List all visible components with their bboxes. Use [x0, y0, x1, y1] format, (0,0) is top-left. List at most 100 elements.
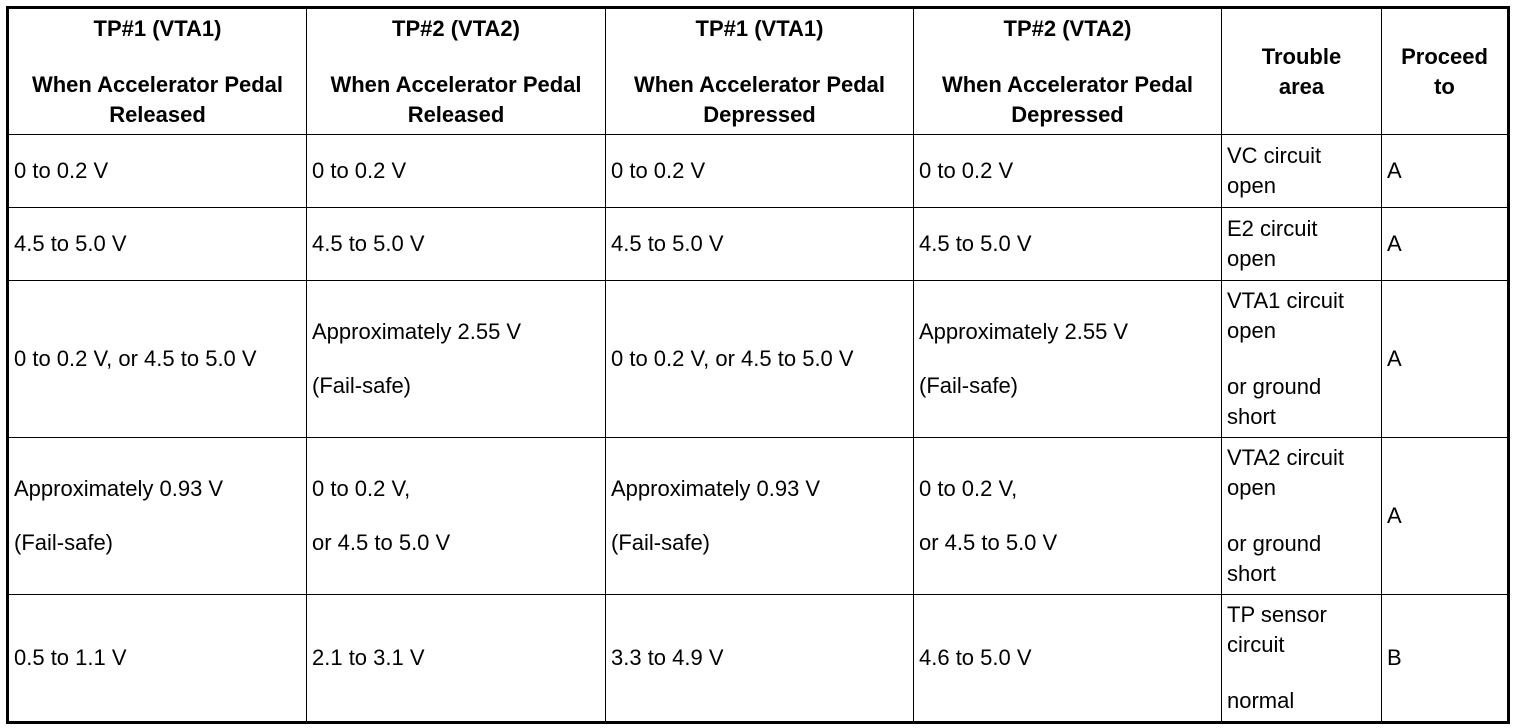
cell-tp2-released: Approximately 2.55 V (Fail-safe): [306, 280, 606, 438]
cell-trouble-area: VC circuit open: [1221, 134, 1382, 208]
cell-line: or 4.5 to 5.0 V: [312, 530, 451, 555]
header-line: Depressed: [1011, 101, 1124, 127]
cell-line: 4.5 to 5.0 V: [919, 231, 1032, 256]
header-line: TP#2 (VTA2): [392, 15, 520, 41]
cell-proceed-to: A: [1381, 280, 1509, 438]
header-line: area: [1278, 73, 1325, 99]
cell-line: VTA2 circuit: [1227, 445, 1344, 470]
cell-line: or ground: [1227, 531, 1322, 556]
cell-line: 2.1 to 3.1 V: [312, 645, 425, 670]
header-line: Proceed: [1401, 43, 1488, 69]
header-line: When Accelerator Pedal: [330, 71, 582, 97]
cell-tp2-depressed: 4.5 to 5.0 V: [913, 207, 1222, 281]
header-line: Trouble: [1261, 43, 1342, 69]
table-row: 0.5 to 1.1 V 2.1 to 3.1 V 3.3 to 4.9 V 4…: [7, 594, 1509, 723]
cell-line: open: [1227, 173, 1276, 198]
cell-line: 0 to 0.2 V,: [312, 476, 411, 501]
cell-tp1-released: Approximately 0.93 V (Fail-safe): [7, 437, 307, 595]
cell-line: (Fail-safe): [14, 530, 114, 555]
cell-line: circuit: [1227, 632, 1285, 657]
cell-line: E2 circuit: [1227, 216, 1318, 241]
cell-line: short: [1227, 561, 1276, 586]
line-gap: [12, 44, 303, 70]
line-gap: [14, 504, 300, 528]
cell-tp1-depressed: 0 to 0.2 V, or 4.5 to 5.0 V: [605, 280, 914, 438]
line-gap: [609, 44, 910, 70]
cell-tp2-depressed: 4.6 to 5.0 V: [913, 594, 1222, 723]
cell-tp2-depressed: 0 to 0.2 V: [913, 134, 1222, 208]
header-tp2-depressed: TP#2 (VTA2) When Accelerator Pedal Depress…: [913, 7, 1222, 135]
header-line: When Accelerator Pedal: [633, 71, 886, 97]
cell-tp1-released: 4.5 to 5.0 V: [7, 207, 307, 281]
line-gap: [312, 347, 599, 371]
cell-line: open: [1227, 318, 1276, 343]
line-gap: [1227, 346, 1375, 372]
cell-tp1-depressed: 4.5 to 5.0 V: [605, 207, 914, 281]
line-gap: [312, 504, 599, 528]
header-proceed-to: Proceed to: [1381, 7, 1509, 135]
cell-line: open: [1227, 475, 1276, 500]
header-trouble-area: Trouble area: [1221, 7, 1382, 135]
cell-line: 4.5 to 5.0 V: [312, 231, 425, 256]
header-row: TP#1 (VTA1) When Accelerator Pedal Release…: [7, 7, 1509, 135]
cell-trouble-area: VTA2 circuit open or ground short: [1221, 437, 1382, 595]
cell-tp2-released: 0 to 0.2 V: [306, 134, 606, 208]
cell-tp1-released: 0 to 0.2 V: [7, 134, 307, 208]
header-line: Released: [407, 101, 505, 127]
cell-tp1-depressed: 0 to 0.2 V: [605, 134, 914, 208]
line-gap: [919, 347, 1215, 371]
header-tp1-released: TP#1 (VTA1) When Accelerator Pedal Release…: [7, 7, 307, 135]
cell-line: 0 to 0.2 V: [312, 158, 407, 183]
header-line: When Accelerator Pedal: [31, 71, 284, 97]
header-line: Depressed: [703, 101, 816, 127]
cell-line: Approximately 0.93 V: [611, 476, 821, 501]
cell-tp1-released: 0.5 to 1.1 V: [7, 594, 307, 723]
cell-line: Approximately 0.93 V: [14, 476, 224, 501]
cell-proceed-to: A: [1381, 134, 1509, 208]
header-tp2-released: TP#2 (VTA2) When Accelerator Pedal Release…: [306, 7, 606, 135]
cell-proceed-to: A: [1381, 207, 1509, 281]
header-tp1-depressed: TP#1 (VTA1) When Accelerator Pedal Depress…: [605, 7, 914, 135]
cell-line: Approximately 2.55 V: [312, 319, 522, 344]
cell-line: Approximately 2.55 V: [919, 319, 1129, 344]
cell-proceed-to: B: [1381, 594, 1509, 723]
table-row: 0 to 0.2 V, or 4.5 to 5.0 V Approximatel…: [7, 280, 1509, 438]
cell-tp1-depressed: Approximately 0.93 V (Fail-safe): [605, 437, 914, 595]
line-gap: [310, 44, 602, 70]
cell-line: 0.5 to 1.1 V: [14, 645, 127, 670]
cell-line: 0 to 0.2 V: [919, 158, 1014, 183]
cell-line: 0 to 0.2 V: [14, 158, 109, 183]
cell-line: VTA1 circuit: [1227, 288, 1344, 313]
cell-line: normal: [1227, 688, 1295, 713]
line-gap: [917, 44, 1218, 70]
cell-line: open: [1227, 246, 1276, 271]
cell-line: TP sensor: [1227, 602, 1327, 627]
table-row: Approximately 0.93 V (Fail-safe) 0 to 0.2…: [7, 437, 1509, 595]
header-line: TP#1 (VTA1): [695, 15, 824, 41]
header-line: TP#1 (VTA1): [93, 15, 222, 41]
cell-tp2-released: 4.5 to 5.0 V: [306, 207, 606, 281]
table-row: 4.5 to 5.0 V 4.5 to 5.0 V 4.5 to 5.0 V 4…: [7, 207, 1509, 281]
cell-line: VC circuit: [1227, 143, 1322, 168]
cell-trouble-area: TP sensor circuit normal: [1221, 594, 1382, 723]
cell-line: short: [1227, 404, 1276, 429]
cell-line: 0 to 0.2 V: [611, 158, 706, 183]
cell-tp2-depressed: 0 to 0.2 V, or 4.5 to 5.0 V: [913, 437, 1222, 595]
cell-tp1-depressed: 3.3 to 4.9 V: [605, 594, 914, 723]
cell-line: 4.5 to 5.0 V: [611, 231, 724, 256]
line-gap: [1227, 660, 1375, 686]
cell-line: or 4.5 to 5.0 V: [919, 530, 1058, 555]
line-gap: [919, 504, 1215, 528]
cell-line: 4.5 to 5.0 V: [14, 231, 127, 256]
cell-trouble-area: E2 circuit open: [1221, 207, 1382, 281]
header-line: to: [1434, 73, 1455, 99]
table-row: 0 to 0.2 V 0 to 0.2 V 0 to 0.2 V 0 to 0.…: [7, 134, 1509, 208]
header-line: Released: [109, 101, 206, 127]
header-line: TP#2 (VTA2): [1003, 15, 1132, 41]
cell-line: (Fail-safe): [919, 373, 1019, 398]
cell-tp2-depressed: Approximately 2.55 V (Fail-safe): [913, 280, 1222, 438]
cell-tp2-released: 0 to 0.2 V, or 4.5 to 5.0 V: [306, 437, 606, 595]
line-gap: [1227, 503, 1375, 529]
cell-line: 3.3 to 4.9 V: [611, 645, 724, 670]
header-line: When Accelerator Pedal: [941, 71, 1194, 97]
